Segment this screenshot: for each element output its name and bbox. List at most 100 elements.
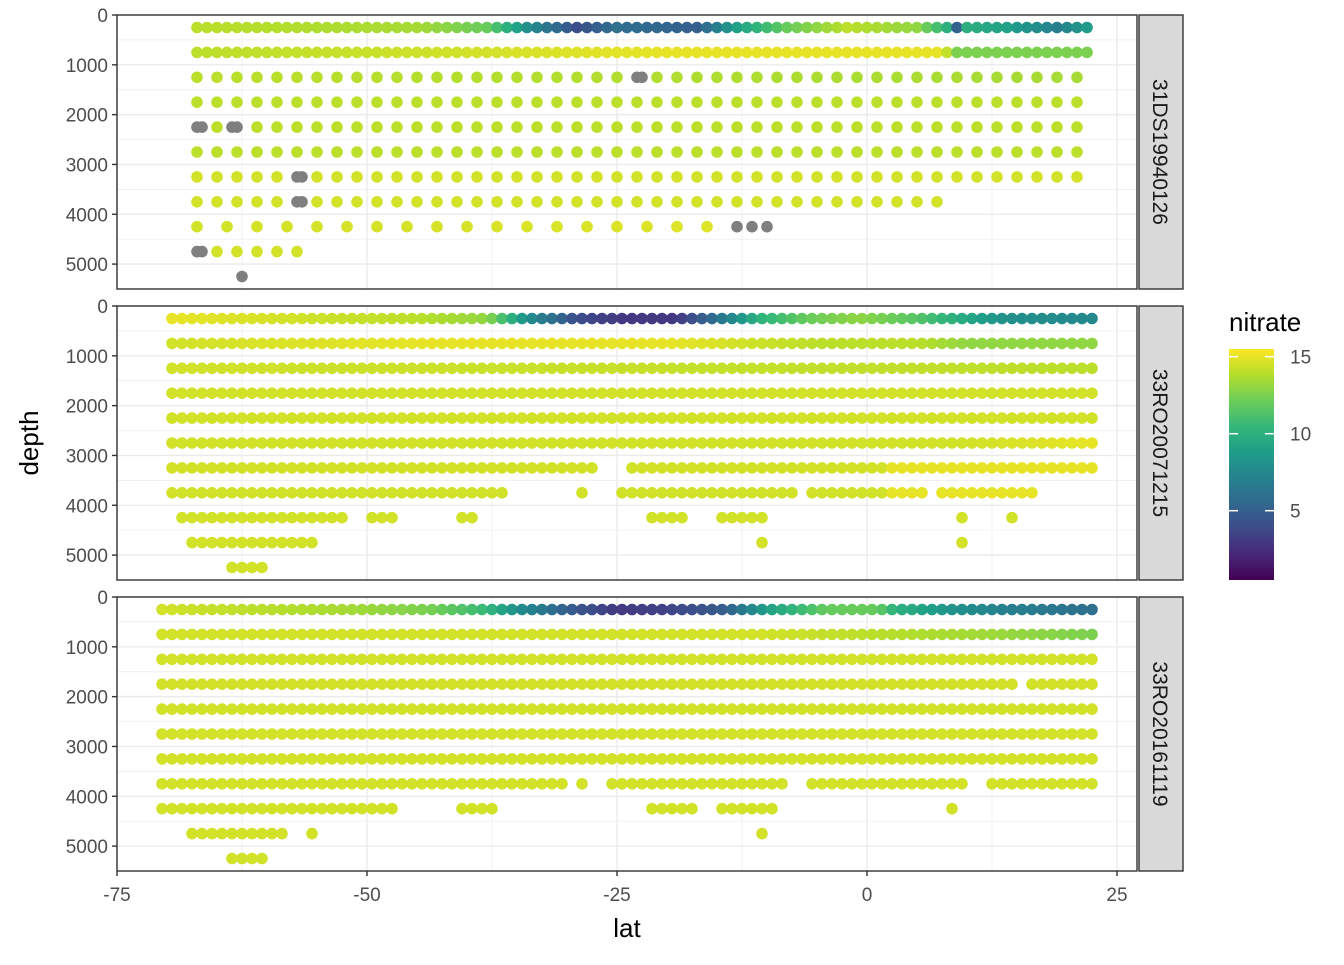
data-point	[196, 678, 208, 690]
data-point	[406, 487, 418, 499]
data-point	[956, 437, 968, 449]
data-point	[311, 71, 323, 84]
data-point	[786, 653, 798, 666]
data-point	[216, 703, 228, 715]
data-point	[191, 46, 203, 59]
data-point	[201, 21, 213, 34]
data-point	[531, 171, 543, 183]
data-point	[811, 46, 823, 59]
data-point	[316, 802, 328, 815]
data-point	[851, 46, 863, 59]
data-point	[826, 603, 838, 616]
data-point	[226, 437, 238, 449]
data-point	[246, 487, 258, 499]
data-point	[926, 462, 938, 474]
data-point	[606, 603, 618, 616]
data-point	[546, 653, 558, 666]
data-point	[271, 146, 283, 158]
data-point	[536, 387, 548, 400]
data-point	[876, 603, 888, 616]
data-point	[951, 96, 963, 108]
data-point	[336, 511, 348, 524]
data-point	[291, 245, 303, 258]
data-point	[1016, 362, 1028, 375]
data-point	[876, 628, 888, 641]
data-point	[1006, 337, 1018, 350]
data-point	[466, 487, 478, 499]
data-point	[636, 337, 648, 350]
data-point	[246, 437, 258, 449]
data-point	[466, 312, 478, 325]
data-point	[436, 337, 448, 350]
data-point	[486, 437, 498, 449]
data-point	[496, 412, 508, 424]
data-point	[536, 603, 548, 616]
data-point	[1071, 171, 1083, 183]
data-point	[216, 487, 228, 499]
data-point	[596, 678, 608, 690]
data-point	[636, 603, 648, 616]
data-point	[986, 312, 998, 325]
data-point	[886, 312, 898, 325]
data-point	[966, 653, 978, 666]
data-point	[806, 487, 818, 499]
data-point	[396, 728, 408, 740]
data-point	[371, 196, 383, 208]
data-point	[856, 728, 868, 740]
data-point	[906, 703, 918, 715]
data-point	[626, 437, 638, 449]
data-point	[1016, 728, 1028, 740]
data-point	[946, 412, 958, 424]
data-point	[966, 362, 978, 375]
data-point	[216, 462, 228, 474]
data-point	[686, 802, 698, 815]
data-point	[231, 196, 243, 208]
data-point	[236, 462, 248, 474]
data-point	[176, 487, 188, 499]
data-point	[986, 462, 998, 474]
data-point	[796, 387, 808, 400]
data-point	[1066, 362, 1078, 375]
data-point	[1031, 171, 1043, 183]
data-point	[736, 703, 748, 715]
data-point	[786, 462, 798, 474]
data-point	[996, 703, 1008, 715]
data-point	[771, 21, 783, 34]
data-point	[376, 462, 388, 474]
data-point	[706, 412, 718, 424]
data-point	[856, 387, 868, 400]
data-point	[596, 412, 608, 424]
data-point	[791, 121, 803, 133]
data-point	[471, 196, 483, 208]
data-point	[646, 728, 658, 740]
data-point	[331, 46, 343, 59]
data-point	[526, 753, 538, 765]
data-point	[766, 412, 778, 424]
data-point	[251, 21, 263, 34]
data-point	[716, 728, 728, 740]
data-point	[766, 603, 778, 616]
data-point	[836, 728, 848, 740]
data-point	[1001, 21, 1013, 34]
data-point	[606, 778, 618, 790]
data-point	[926, 728, 938, 740]
data-point	[726, 437, 738, 449]
data-point	[196, 536, 208, 549]
data-point	[926, 603, 938, 616]
data-point	[826, 487, 838, 499]
data-point	[686, 337, 698, 350]
data-point	[286, 362, 298, 375]
data-point	[396, 337, 408, 350]
data-point	[911, 171, 923, 183]
data-point	[291, 46, 303, 59]
data-point	[581, 21, 593, 34]
data-point	[306, 487, 318, 499]
data-point	[646, 412, 658, 424]
data-point	[626, 603, 638, 616]
data-point	[836, 753, 848, 765]
data-point	[256, 437, 268, 449]
y-axis-title: depth	[14, 410, 44, 475]
data-point	[751, 146, 763, 158]
data-point	[331, 96, 343, 108]
data-point	[746, 802, 758, 815]
